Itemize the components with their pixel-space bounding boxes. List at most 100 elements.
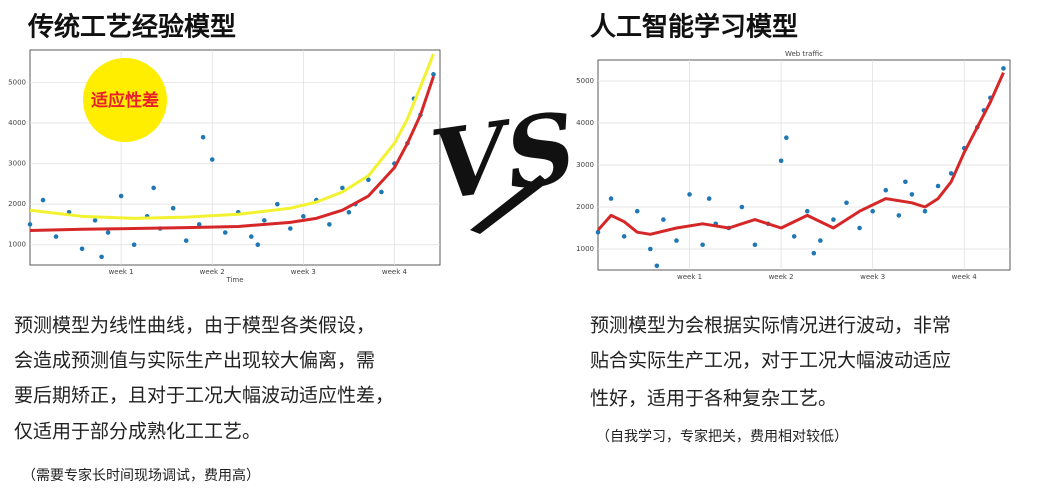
y-tick-label: 4000 bbox=[8, 119, 26, 127]
scatter-point bbox=[700, 242, 705, 248]
y-tick-label: 2000 bbox=[576, 203, 594, 211]
left-chart: 1000 2000 3000 4000 5000 week 1 week 2 week 3 we… bbox=[8, 49, 441, 284]
scatter-point bbox=[909, 192, 915, 197]
scatter-point bbox=[275, 201, 280, 207]
scatter-point bbox=[804, 208, 810, 214]
x-tick-label: week 3 bbox=[860, 273, 885, 281]
y-tick-label: 3000 bbox=[576, 161, 594, 169]
scatter-point bbox=[340, 185, 345, 191]
scatter-point bbox=[778, 158, 784, 164]
x-tick-label: week 2 bbox=[200, 268, 225, 276]
description-line: 要后期矫正，且对于工况大幅波动适应性差， bbox=[14, 385, 394, 407]
description-line: 贴合实际生产工况，对于工况大幅波动适应 bbox=[590, 350, 951, 372]
scatter-point bbox=[105, 230, 111, 235]
scatter-point bbox=[687, 192, 692, 197]
scatter-point bbox=[948, 171, 954, 176]
scatter-point bbox=[706, 196, 712, 201]
badge bbox=[83, 58, 167, 142]
scatter-point bbox=[327, 222, 332, 227]
x-tick-label: week 4 bbox=[952, 273, 978, 281]
scatter-point bbox=[818, 238, 823, 243]
scatter-point bbox=[99, 254, 104, 260]
y-tick-label: 5000 bbox=[576, 77, 594, 85]
scatter-point bbox=[366, 177, 371, 183]
scatter-point bbox=[200, 134, 206, 140]
scatter-point bbox=[903, 179, 908, 185]
right-note: （自我学习，专家把关，费用相对较低） bbox=[596, 428, 848, 445]
x-tick-label: week 2 bbox=[769, 273, 794, 281]
scatter-point bbox=[857, 225, 862, 231]
scatter-point bbox=[131, 242, 137, 248]
scatter-point bbox=[183, 238, 189, 243]
scatter-point bbox=[379, 189, 384, 195]
description-line: 预测模型为会根据实际情况进行波动，非常 bbox=[590, 315, 951, 337]
scatter-point bbox=[40, 197, 46, 203]
scatter-point bbox=[79, 246, 85, 252]
y-tick-label: 2000 bbox=[8, 200, 26, 208]
scatter-point bbox=[53, 234, 59, 239]
scatter-point bbox=[739, 204, 745, 210]
scatter-point bbox=[791, 234, 797, 239]
scatter-point bbox=[151, 185, 156, 191]
description-line: 仅适用于部分成熟化工工艺。 bbox=[14, 421, 261, 443]
scatter-point bbox=[608, 196, 614, 201]
scatter-point bbox=[896, 213, 902, 218]
scatter-point bbox=[634, 208, 640, 214]
scatter-point bbox=[288, 226, 293, 231]
y-tick-label: 4000 bbox=[576, 119, 594, 127]
scatter-point bbox=[922, 208, 928, 214]
scatter-point bbox=[595, 229, 601, 235]
scatter-point bbox=[811, 250, 817, 256]
scatter-point bbox=[222, 230, 228, 235]
scatter-point bbox=[844, 200, 849, 206]
y-tick-label: 1000 bbox=[576, 245, 594, 253]
scatter-point bbox=[248, 234, 254, 239]
scatter-point bbox=[431, 72, 436, 77]
scatter-point bbox=[196, 222, 202, 227]
scatter-point bbox=[1001, 66, 1006, 71]
scatter-point bbox=[621, 234, 627, 239]
right-title: 人工智能学习模型 bbox=[590, 12, 798, 43]
x-axis-label: Time bbox=[225, 276, 243, 284]
scatter-point bbox=[935, 183, 941, 189]
y-tick-label: 3000 bbox=[8, 160, 26, 168]
scatter-point bbox=[654, 263, 660, 269]
scatter-point bbox=[209, 157, 215, 162]
scatter-point bbox=[784, 135, 789, 140]
scatter-point bbox=[648, 246, 653, 252]
chart-title: Web traffic bbox=[785, 50, 823, 58]
y-tick-label: 5000 bbox=[8, 78, 26, 86]
brush-stroke bbox=[470, 175, 548, 234]
right-chart: 1000 2000 3000 4000 5000 week 1 week 2 week 3 we… bbox=[576, 50, 1011, 281]
scatter-point bbox=[92, 218, 98, 223]
scatter-point bbox=[346, 209, 352, 215]
scatter-point bbox=[883, 187, 889, 193]
scatter-point bbox=[255, 242, 261, 248]
scatter-point bbox=[870, 208, 875, 214]
fit-line bbox=[29, 53, 435, 220]
scatter-point bbox=[118, 193, 124, 199]
x-tick-label: week 1 bbox=[109, 268, 134, 276]
left-note: （需要专家长时间现场调试，费用高） bbox=[22, 467, 260, 484]
description-line: 会造成预测值与实际生产出现较大偏离，需 bbox=[14, 350, 375, 372]
x-tick-label: week 3 bbox=[291, 268, 316, 276]
y-tick-label: 1000 bbox=[8, 241, 26, 249]
description-line: 预测模型为线性曲线，由于模型各类假设， bbox=[14, 315, 375, 337]
scatter-point bbox=[27, 222, 33, 227]
scatter-point bbox=[752, 242, 758, 248]
scatter-point bbox=[261, 218, 267, 223]
badge-text: 适应性差 bbox=[91, 90, 159, 111]
x-tick-label: week 1 bbox=[677, 273, 702, 281]
fit-line bbox=[596, 71, 1005, 236]
scatter-point bbox=[661, 217, 666, 222]
scatter-point bbox=[831, 217, 836, 222]
left-title: 传统工艺经验模型 bbox=[27, 12, 236, 43]
x-tick-label: week 4 bbox=[382, 268, 408, 276]
scatter-point bbox=[170, 205, 176, 211]
fit-line bbox=[29, 75, 435, 233]
vs-mark: VS bbox=[425, 90, 583, 222]
description-line: 性好，适用于各种复杂工艺。 bbox=[590, 388, 837, 410]
scatter-point bbox=[301, 214, 306, 219]
scatter-point bbox=[674, 238, 679, 243]
